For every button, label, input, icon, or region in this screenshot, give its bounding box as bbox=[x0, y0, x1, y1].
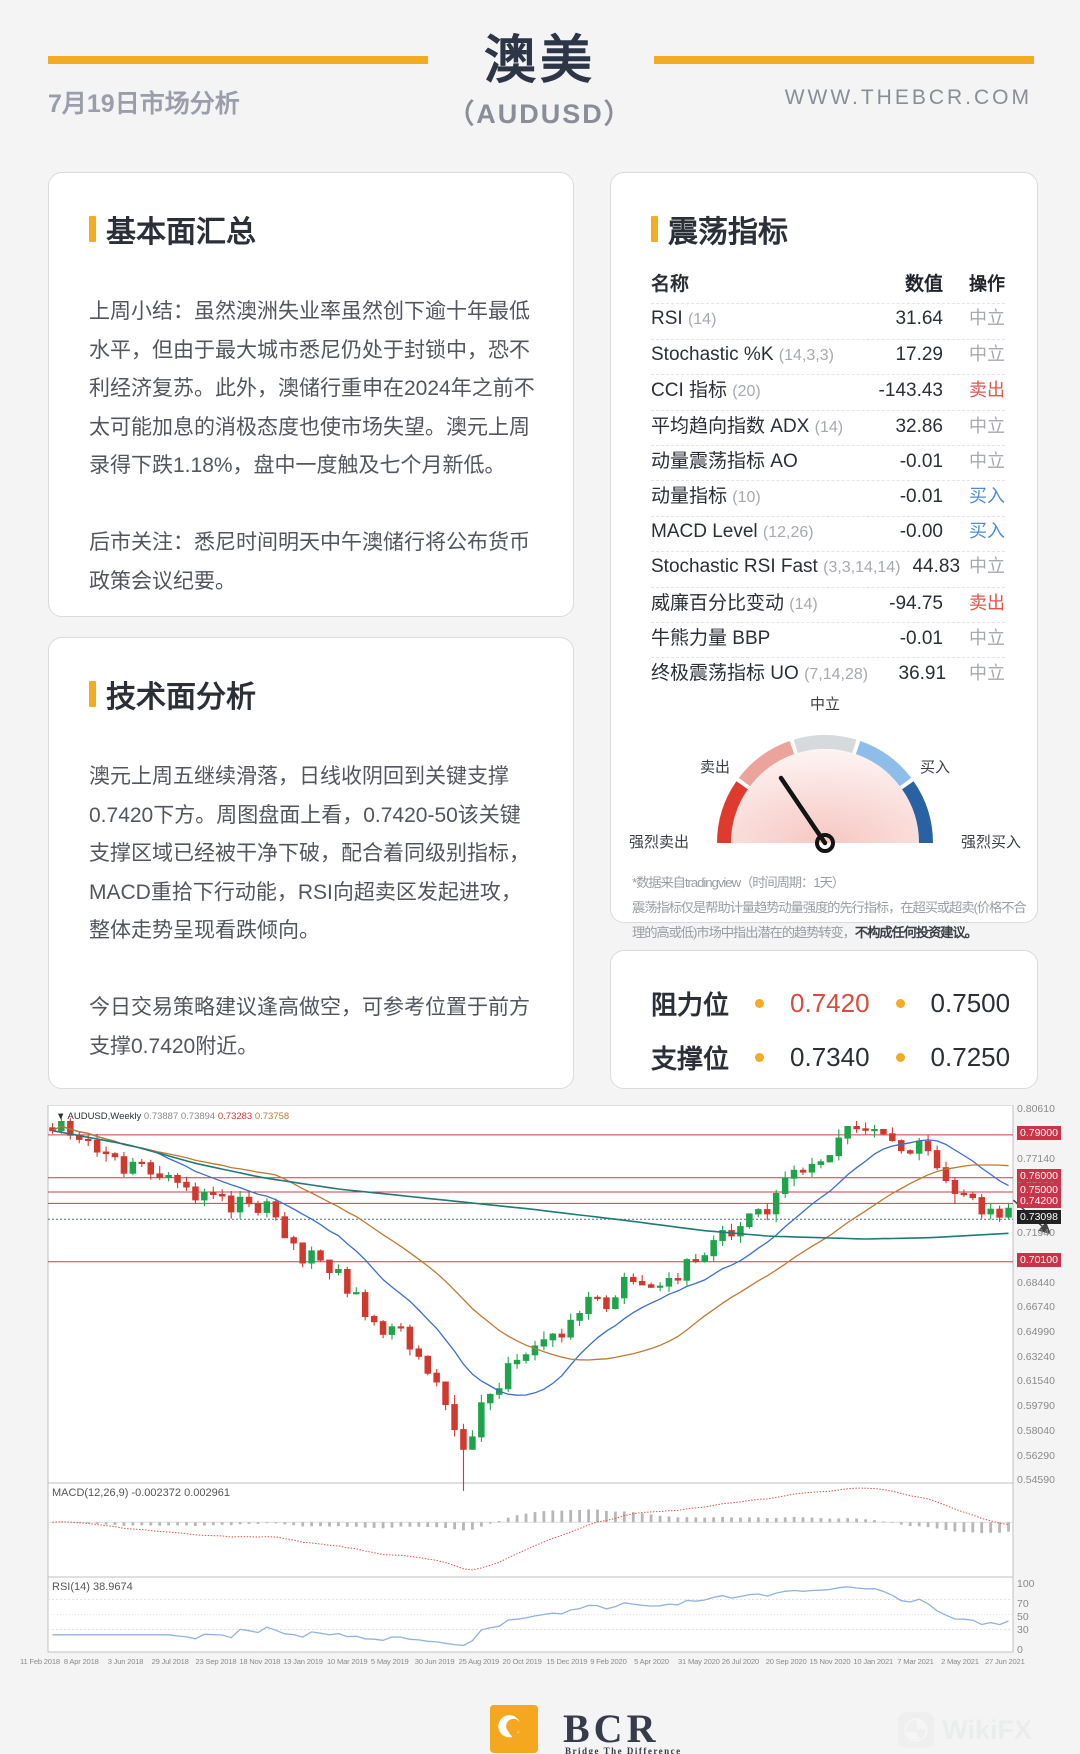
svg-text:强烈买入: 强烈买入 bbox=[961, 834, 1021, 851]
svg-text:买入: 买入 bbox=[920, 759, 950, 776]
svg-text:卖出: 卖出 bbox=[700, 759, 730, 776]
svg-text:中立: 中立 bbox=[810, 696, 840, 713]
svg-text:强烈卖出: 强烈卖出 bbox=[629, 834, 689, 851]
